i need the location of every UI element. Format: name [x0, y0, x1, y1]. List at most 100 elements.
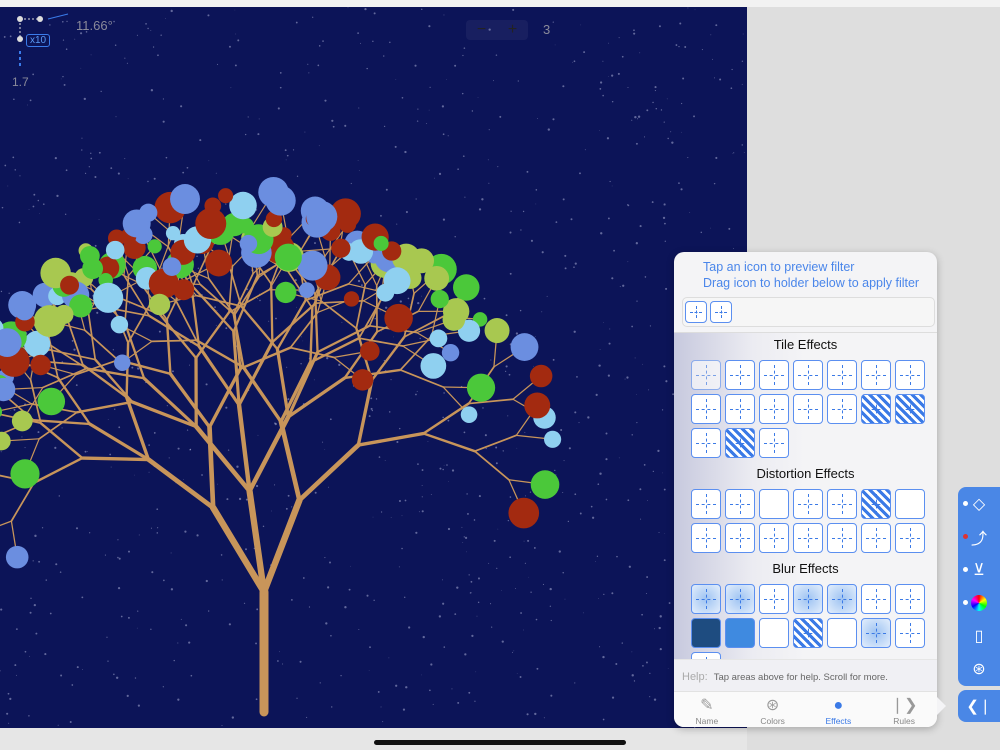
- tab-colors[interactable]: ⊛ Colors: [740, 692, 806, 727]
- effect-tile[interactable]: [793, 394, 823, 424]
- overlap-button[interactable]: ⊛: [958, 653, 1000, 685]
- help-bar[interactable]: Help: Tap areas above for help. Scroll fo…: [674, 659, 937, 691]
- tree-branch: [207, 277, 236, 316]
- collapse-icon: ❮❘: [966, 698, 992, 715]
- branch-tool-button[interactable]: ⤴: [958, 521, 1000, 553]
- effect-tile[interactable]: [861, 394, 891, 424]
- effect-tile[interactable]: [725, 428, 755, 458]
- popover-arrow: [937, 697, 946, 715]
- effect-tile[interactable]: [827, 618, 857, 648]
- effect-tile[interactable]: [725, 394, 755, 424]
- effect-tile[interactable]: [793, 618, 823, 648]
- effect-tile[interactable]: [861, 618, 891, 648]
- ornament: [0, 328, 22, 358]
- effect-tile[interactable]: [759, 618, 789, 648]
- effect-tile[interactable]: [895, 360, 925, 390]
- hint-line-2: Drag icon to holder below to apply filte…: [703, 276, 920, 290]
- tab-rules[interactable]: ❘❯ Rules: [871, 692, 937, 727]
- effect-tile[interactable]: [691, 523, 721, 553]
- effect-tile[interactable]: [759, 584, 789, 614]
- ornament: [530, 470, 560, 499]
- effect-tile[interactable]: [861, 523, 891, 553]
- effect-tile[interactable]: [793, 489, 823, 519]
- effect-tile[interactable]: [861, 489, 891, 519]
- effect-tile[interactable]: [827, 523, 857, 553]
- ornament: [114, 354, 131, 371]
- effect-tile[interactable]: [895, 584, 925, 614]
- frame-button[interactable]: ▯: [958, 620, 1000, 652]
- effect-tile[interactable]: [895, 523, 925, 553]
- effect-tile[interactable]: [691, 394, 721, 424]
- ornament: [237, 217, 254, 234]
- ornament: [510, 333, 539, 361]
- effect-tile[interactable]: [793, 584, 823, 614]
- level-value: 3: [543, 22, 551, 37]
- home-indicator[interactable]: [374, 740, 626, 745]
- tree-branch: [422, 402, 470, 435]
- effect-tile[interactable]: [793, 523, 823, 553]
- collapse-panel-button[interactable]: ❮❘: [958, 690, 1000, 722]
- shape-tool-icon: ◇: [972, 495, 986, 513]
- effect-tile[interactable]: [895, 489, 925, 519]
- effect-tile[interactable]: [691, 489, 721, 519]
- tree-branch: [29, 378, 42, 425]
- ornament: [218, 188, 234, 204]
- effect-tile[interactable]: [759, 394, 789, 424]
- axis-handle-icon[interactable]: [12, 11, 82, 81]
- tree-branch: [232, 274, 259, 333]
- effect-tile[interactable]: [827, 360, 857, 390]
- tab-name[interactable]: ✎ Name: [674, 692, 740, 727]
- tab-effects[interactable]: ● Effects: [806, 692, 872, 727]
- tree-canvas[interactable]: 11.66° x10 1.7 − + 3: [0, 7, 747, 728]
- tree-branch: [356, 431, 426, 447]
- applied-filter-tile[interactable]: [685, 301, 707, 323]
- effect-tile[interactable]: [895, 618, 925, 648]
- tab-bar: ✎ Name ⊛ Colors ● Effects ❘❯ Rules: [674, 691, 937, 727]
- tree-branch: [38, 411, 78, 440]
- tree-branch: [399, 335, 433, 371]
- tree-branch: [125, 341, 130, 399]
- effect-tile[interactable]: [725, 360, 755, 390]
- effect-tile[interactable]: [827, 394, 857, 424]
- effect-tile[interactable]: [861, 584, 891, 614]
- tree-branch: [87, 313, 97, 361]
- effect-tile[interactable]: [691, 618, 721, 648]
- effect-tile[interactable]: [725, 489, 755, 519]
- tree-branch: [190, 287, 201, 348]
- hint-text: Tap an icon to preview filter Drag icon …: [674, 252, 937, 291]
- shape-tool-button[interactable]: ◇: [958, 488, 1000, 520]
- ornament: [170, 184, 200, 214]
- decrease-button[interactable]: −: [476, 21, 487, 38]
- effect-tile[interactable]: [759, 428, 789, 458]
- effects-scroll-area[interactable]: Tile Effects Distortion Effects Blur Eff…: [674, 332, 937, 682]
- effect-tile[interactable]: [827, 584, 857, 614]
- effect-tile[interactable]: [725, 618, 755, 648]
- ornament: [383, 267, 411, 295]
- effect-tile[interactable]: [725, 523, 755, 553]
- effect-tile[interactable]: [861, 360, 891, 390]
- effect-tile[interactable]: [827, 489, 857, 519]
- effect-tile[interactable]: [691, 360, 721, 390]
- effect-tile[interactable]: [759, 489, 789, 519]
- effect-tile[interactable]: [793, 360, 823, 390]
- effects-icon: ●: [833, 697, 844, 714]
- effect-tile[interactable]: [725, 584, 755, 614]
- effect-tile[interactable]: [691, 584, 721, 614]
- effects-panel: Tap an icon to preview filter Drag icon …: [674, 252, 937, 727]
- tree-branch: [85, 367, 146, 380]
- ornament: [524, 392, 551, 419]
- filter-holder[interactable]: [682, 297, 935, 327]
- ornament: [0, 377, 16, 402]
- level-tool-button[interactable]: ⊻: [958, 554, 1000, 586]
- effect-tile[interactable]: [895, 394, 925, 424]
- tree-branch: [124, 274, 130, 325]
- applied-filter-kaleido[interactable]: [710, 301, 732, 323]
- multiplier-badge[interactable]: x10: [26, 34, 51, 47]
- effect-tile[interactable]: [759, 523, 789, 553]
- increase-button[interactable]: +: [507, 21, 518, 38]
- level-stepper[interactable]: − +: [466, 20, 528, 40]
- ornament: [359, 341, 380, 361]
- effect-tile[interactable]: [759, 360, 789, 390]
- effect-tile[interactable]: [691, 428, 721, 458]
- color-wheel-button[interactable]: [958, 587, 1000, 619]
